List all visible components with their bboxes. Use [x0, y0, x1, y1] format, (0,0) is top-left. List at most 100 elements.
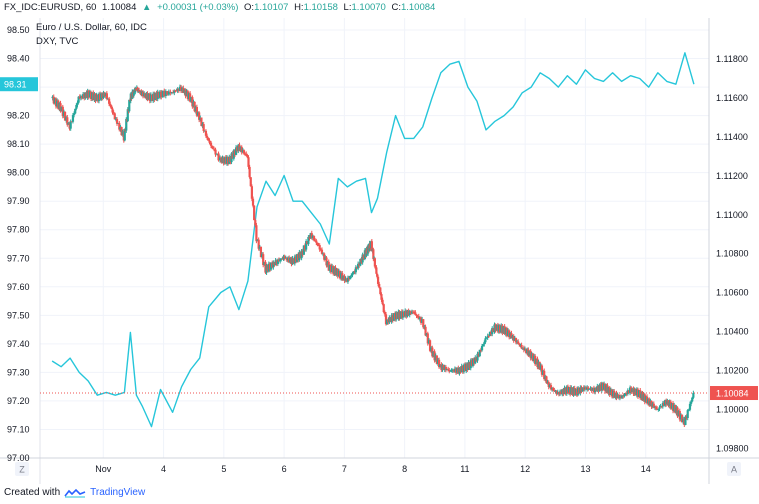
candle-body — [350, 275, 353, 277]
candle-body — [547, 382, 550, 387]
left-tick-label: 98.40 — [7, 54, 30, 64]
candle-body — [205, 135, 209, 138]
current-price-label: 1.10084 — [716, 389, 749, 399]
candle-body — [546, 382, 549, 384]
candle-body — [174, 90, 177, 92]
brand-link[interactable]: TradingView — [90, 487, 146, 498]
candle-body — [326, 261, 329, 266]
candle-body — [161, 90, 164, 98]
candle-body — [509, 333, 512, 338]
candle-body — [328, 265, 331, 271]
right-tick-label: 1.11400 — [716, 132, 748, 142]
candle-body — [624, 393, 627, 395]
zoom-reset-button[interactable] — [15, 462, 29, 476]
candle-body — [164, 91, 167, 97]
candle-body — [244, 153, 247, 155]
candle-body — [586, 387, 589, 390]
candle-body — [70, 121, 73, 123]
candle-body — [242, 150, 246, 154]
candle-body — [560, 391, 563, 395]
left-tick-label: 98.00 — [7, 168, 30, 178]
candle-body — [212, 148, 216, 150]
candle-body — [676, 407, 679, 417]
candle-body — [510, 333, 513, 339]
candle-body — [605, 385, 608, 392]
candle-body — [566, 386, 570, 394]
candle-body — [391, 315, 394, 321]
candle-body — [402, 311, 406, 317]
candle-body — [148, 93, 151, 102]
candle-body — [651, 403, 654, 407]
candle-body — [667, 400, 670, 407]
candle-body — [103, 93, 106, 97]
candle-body — [285, 257, 289, 261]
candle-body — [108, 98, 111, 104]
candle-body — [380, 294, 383, 300]
candle-body — [591, 387, 594, 391]
candle-body — [674, 404, 677, 413]
candle-body — [606, 385, 609, 394]
candle-body — [643, 394, 646, 402]
candle-body — [581, 387, 584, 392]
candle-body — [195, 107, 198, 116]
candle-body — [569, 387, 572, 395]
candle-body — [335, 269, 338, 276]
candle-body — [545, 376, 548, 384]
candle-body — [447, 368, 450, 370]
candle-body — [673, 404, 676, 411]
open-label: O: — [244, 2, 255, 13]
last-price: 1.10084 — [102, 2, 137, 13]
candle-body — [237, 144, 240, 151]
candle-body — [79, 96, 82, 99]
candle-body — [172, 92, 175, 93]
candle-body — [441, 365, 444, 370]
candle-body — [682, 418, 685, 423]
candle-body — [102, 93, 105, 99]
candle-body — [541, 370, 545, 375]
candle-body — [466, 363, 469, 370]
candle-body — [515, 341, 519, 343]
candle-body — [255, 225, 258, 242]
candle-body — [351, 274, 354, 276]
candle-body — [86, 90, 89, 98]
candle-body — [183, 89, 186, 93]
candle-body — [136, 87, 139, 91]
candle-body — [399, 311, 402, 319]
candle-body — [454, 368, 458, 373]
candle-body — [120, 126, 123, 136]
candle-body — [400, 311, 403, 318]
candle-body — [91, 92, 94, 99]
candle-body — [229, 156, 232, 163]
candle-body — [170, 92, 173, 94]
dxy-series-line — [51, 52, 695, 428]
footer: Created with TradingView — [4, 487, 145, 498]
symbol-name[interactable]: FX_IDC:EURUSD, 60 — [4, 2, 97, 13]
candle-body — [534, 355, 537, 365]
candle-body — [577, 387, 580, 395]
candle-body — [344, 278, 347, 281]
candle-body — [234, 147, 238, 155]
candle-body — [352, 271, 355, 275]
legend-main-series[interactable]: Euro / U.S. Dollar, 60, IDC — [36, 22, 147, 33]
axes: 98.5098.4098.3098.2098.1098.0097.9097.80… — [0, 18, 759, 484]
right-tick-label: 1.11000 — [716, 210, 748, 220]
candle-body — [175, 90, 178, 92]
candle-body — [463, 364, 467, 372]
candle-body — [358, 263, 361, 266]
candle-body — [347, 277, 351, 280]
candle-body — [145, 93, 148, 98]
candle-body — [228, 156, 231, 164]
candle-body — [679, 414, 683, 420]
candle-body — [431, 347, 434, 357]
candle-body — [208, 140, 211, 143]
candle-body — [156, 91, 159, 100]
candle-body — [439, 364, 442, 368]
candle-body — [221, 157, 224, 163]
candle-body — [392, 313, 395, 321]
auto-scale-button[interactable] — [727, 462, 741, 476]
candle-body — [632, 388, 635, 394]
legend-compare-series[interactable]: DXY, TVC — [36, 36, 79, 47]
candle-body — [69, 121, 72, 129]
candle-body — [299, 252, 302, 259]
